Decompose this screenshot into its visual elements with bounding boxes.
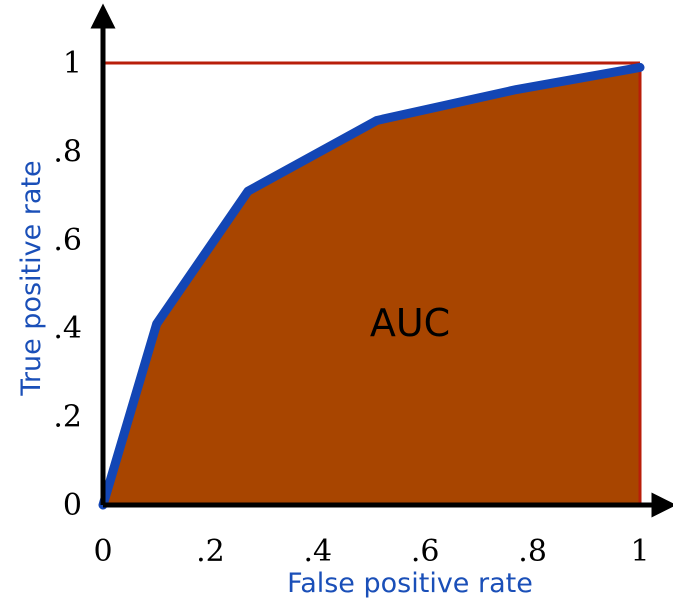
x-tick-label: .4 (303, 534, 332, 569)
x-axis-label: False positive rate (287, 568, 533, 599)
auc-area (103, 67, 640, 506)
x-tick-label: .8 (518, 534, 547, 569)
y-tick-labels: 0 .2 .4 .6 .8 1 (53, 46, 82, 523)
x-tick-labels: 0 .2 .4 .6 .8 1 (93, 534, 649, 569)
y-tick-label: .4 (53, 311, 82, 346)
x-tick-label: 0 (93, 534, 112, 569)
y-tick-label: .2 (53, 400, 82, 435)
roc-curve-line (98, 62, 645, 510)
x-tick-label: .2 (196, 534, 225, 569)
y-tick-label: .8 (53, 134, 82, 169)
y-tick-label: 1 (63, 46, 82, 81)
y-tick-label: .6 (53, 223, 82, 258)
x-tick-label: 1 (630, 534, 649, 569)
auc-annotation: AUC (370, 301, 450, 345)
y-axis-label: True positive rate (16, 160, 47, 396)
x-tick-label: .6 (411, 534, 440, 569)
y-tick-label: 0 (63, 488, 82, 523)
